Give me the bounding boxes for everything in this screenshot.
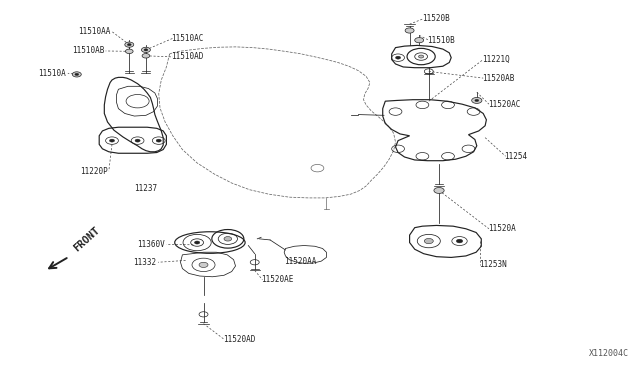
Text: 11510AC: 11510AC [172, 34, 204, 43]
Circle shape [72, 72, 81, 77]
Text: 11520B: 11520B [422, 14, 450, 23]
Text: 11520AC: 11520AC [488, 100, 520, 109]
Circle shape [419, 55, 424, 58]
Circle shape [475, 99, 479, 102]
Circle shape [415, 38, 424, 43]
Text: 11237: 11237 [134, 185, 157, 193]
Circle shape [156, 139, 161, 142]
Text: 11254: 11254 [504, 152, 527, 161]
Text: 11253N: 11253N [479, 260, 506, 269]
Text: 11520AA: 11520AA [284, 257, 317, 266]
Text: 11520AD: 11520AD [223, 335, 255, 344]
Circle shape [142, 54, 150, 58]
Text: 11221Q: 11221Q [482, 55, 509, 64]
Circle shape [125, 42, 134, 47]
Circle shape [424, 238, 433, 244]
Text: 11520AB: 11520AB [482, 74, 515, 83]
Circle shape [144, 49, 148, 51]
Circle shape [405, 28, 414, 33]
Text: FRONT: FRONT [72, 225, 102, 254]
Circle shape [125, 49, 133, 54]
Circle shape [199, 262, 208, 267]
Circle shape [109, 139, 115, 142]
Circle shape [127, 44, 131, 46]
Text: 11332: 11332 [133, 258, 156, 267]
Text: X112004C: X112004C [589, 349, 628, 358]
Circle shape [396, 56, 401, 59]
Text: 11510A: 11510A [38, 69, 66, 78]
Circle shape [456, 239, 463, 243]
Circle shape [195, 241, 200, 244]
Text: 11510AB: 11510AB [72, 46, 104, 55]
Text: 11220P: 11220P [80, 167, 108, 176]
Text: 11520A: 11520A [488, 224, 515, 233]
Circle shape [141, 47, 150, 52]
Circle shape [472, 97, 482, 103]
Text: 11510AD: 11510AD [172, 52, 204, 61]
Circle shape [135, 139, 140, 142]
Circle shape [75, 73, 79, 76]
Circle shape [434, 187, 444, 193]
Text: 11510AA: 11510AA [77, 27, 110, 36]
Text: 11520AE: 11520AE [261, 275, 294, 284]
Circle shape [224, 237, 232, 241]
Text: 11510B: 11510B [428, 36, 455, 45]
Text: 11360V: 11360V [137, 240, 164, 249]
